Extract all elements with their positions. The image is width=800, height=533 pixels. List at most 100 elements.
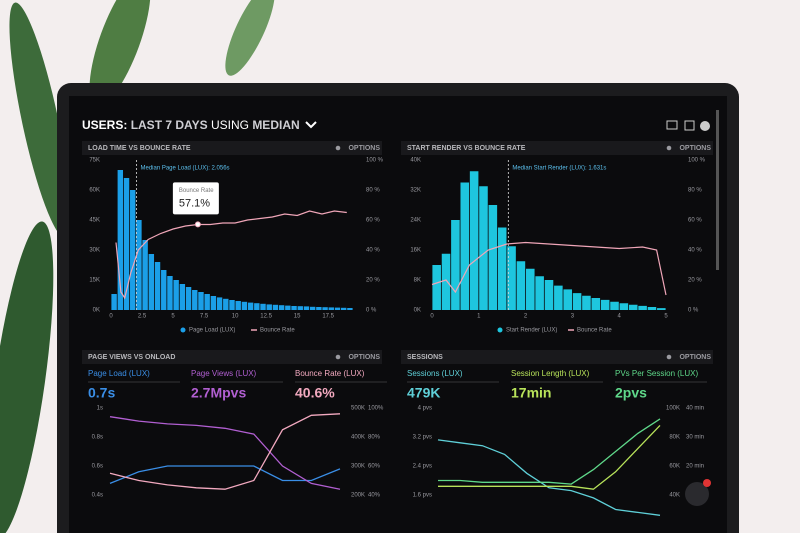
options-button[interactable]: OPTIONS [679,145,711,152]
leaf [0,221,54,533]
panel-title: PAGE VIEWS VS ONLOAD [88,354,175,361]
axis-tick-label: 80 % [688,188,702,194]
median-label: Median Page Load (LUX): 2.056s [141,166,230,172]
bar [619,303,629,310]
title-range[interactable]: LAST 7 DAYS [131,118,208,132]
bar [497,227,507,310]
x-tick-label: 3 [571,314,575,320]
x-tick-label: 17.5 [322,314,334,320]
bar [161,270,167,310]
options-icon [666,354,672,360]
legend-label: Page Load (LUX) [189,328,235,334]
bar [441,253,451,310]
x-tick-label: 7.5 [200,314,209,320]
axis-tick-label: 20 % [366,278,380,284]
panels: LOAD TIME VS BOUNCE RATE OPTIONS0K15K30K4… [82,141,713,516]
bar [278,305,285,310]
axis-tick-label: 200K [351,493,365,499]
axis-tick-label: 0K [414,308,421,314]
tooltip-title: Bounce Rate [179,188,214,194]
axis-tick-label: 80K [669,435,680,441]
bar [638,305,647,310]
bar [628,304,638,310]
bar [117,170,124,310]
bar [154,262,161,310]
axis-tick-label: 1.6 pvs [413,493,432,499]
axis-tick-label: 100 % [688,158,706,164]
title-label: USERS: [82,118,127,132]
bar [647,307,657,310]
options-button[interactable]: OPTIONS [679,354,711,361]
axis-tick-label: 75K [89,158,100,164]
axis-tick-label: 60K [669,464,680,470]
axis-tick-label: 2.4 pvs [413,464,432,470]
bar [167,276,173,310]
bar [432,265,441,310]
kpi-value: 2pvs [615,385,647,401]
scrollbar [716,110,719,270]
bar [192,290,198,310]
x-tick-label: 4 [618,314,622,320]
bar [469,171,479,310]
bar [309,306,316,310]
x-tick-label: 2.5 [138,314,147,320]
options-button[interactable]: OPTIONS [348,145,380,152]
axis-tick-label: 20 min [686,464,704,470]
bar [303,306,310,310]
axis-tick-label: 0.4s [92,493,103,499]
axis-tick-label: 60 % [688,218,702,224]
panel-title: LOAD TIME VS BOUNCE RATE [88,145,191,152]
axis-tick-label: 400K [351,435,365,441]
kpi-value: 0.7s [88,385,115,401]
options-button[interactable]: OPTIONS [348,354,380,361]
plant [0,0,275,533]
x-tick-label: 1 [477,314,481,320]
axis-tick-label: 32K [410,188,421,194]
bar [526,268,535,310]
bar [451,220,460,310]
bar [285,305,291,310]
bar [582,295,591,310]
chat-button[interactable] [685,482,709,506]
bar [142,240,148,310]
bar [334,307,341,310]
bar [322,307,328,310]
icon-monitor[interactable] [666,120,678,130]
bar [223,298,229,310]
bar [316,307,322,310]
bar [460,182,470,310]
dropdown-arrow[interactable] [305,121,317,129]
panel-header [401,350,713,364]
title-metric[interactable]: MEDIAN [252,118,299,132]
bar [247,302,254,310]
options-icon [335,354,341,360]
panel-title: SESSIONS [407,354,443,361]
bar [610,301,619,310]
options-icon [666,145,672,151]
legend-swatch [497,327,503,333]
axis-tick-label: 20 % [688,278,702,284]
bar [479,186,488,310]
options-icon [335,145,341,151]
line [431,241,667,296]
icon-image[interactable] [684,120,695,131]
bar [130,190,136,310]
bar [657,308,666,310]
axis-tick-label: 0.8s [92,435,103,441]
bar [173,280,179,310]
axis-tick-label: 40 % [366,248,380,254]
bar [572,293,582,310]
x-tick-label: 12.5 [260,314,272,320]
bar [297,306,303,310]
bar [347,308,353,310]
header: USERS: LAST 7 DAYS USING MEDIAN [82,118,710,132]
axis-tick-label: 15K [89,278,100,284]
kpi-label: Bounce Rate (LUX) [295,369,365,378]
axis-tick-label: 24K [410,218,421,224]
icon-help[interactable] [700,121,710,131]
bar [544,280,554,310]
header-title: USERS: LAST 7 DAYS USING MEDIAN [82,118,300,132]
line [109,413,341,490]
axis-tick-label: 0.6s [92,464,103,470]
kpi-value: 17min [511,385,551,401]
